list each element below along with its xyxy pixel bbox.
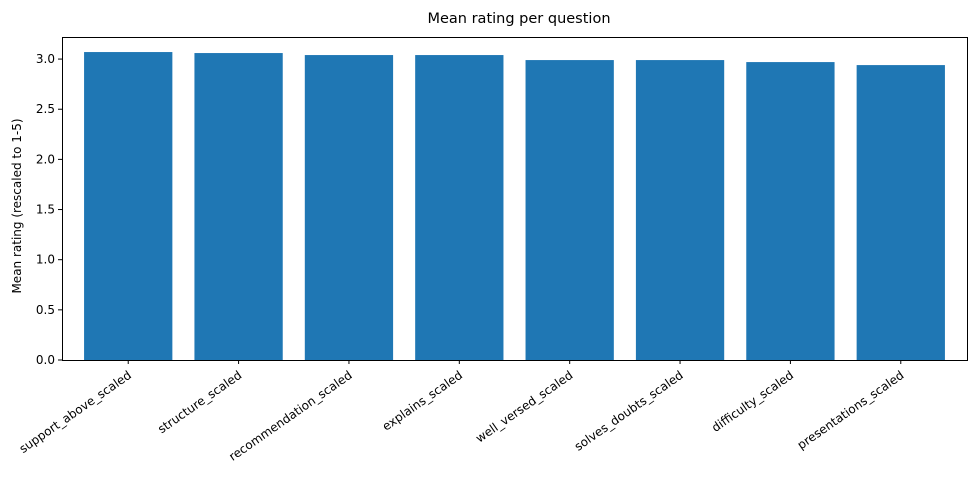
bar-solves_doubts_scaled bbox=[635, 60, 725, 360]
y-tick-label: 3.0 bbox=[36, 52, 55, 66]
x-tick-label: well_versed_scaled bbox=[473, 368, 575, 445]
y-axis-label: Mean rating (rescaled to 1-5) bbox=[10, 118, 24, 293]
x-tick-label: support_above_scaled bbox=[17, 368, 134, 456]
bar-difficulty_scaled bbox=[746, 62, 835, 361]
y-tick-label: 1.0 bbox=[36, 253, 55, 267]
y-axis-ticks: 0.0 0.5 1.0 1.5 2.0 2.5 3.0 bbox=[36, 52, 62, 367]
chart-title: Mean rating per question bbox=[427, 11, 610, 27]
x-tick-label: structure_scaled bbox=[155, 368, 244, 436]
bar-structure_scaled bbox=[194, 53, 283, 361]
x-tick-label: solves_doubts_scaled bbox=[572, 368, 686, 454]
bar-recommendation_scaled bbox=[304, 55, 394, 360]
bars-group bbox=[84, 52, 945, 361]
y-tick-label: 2.0 bbox=[36, 152, 55, 166]
y-tick-label: 0.5 bbox=[36, 303, 55, 317]
x-axis-ticks: support_above_scaled structure_scaledreco… bbox=[17, 360, 907, 464]
y-tick-label: 0.0 bbox=[36, 353, 55, 367]
x-tick-label: explains_scaled bbox=[380, 368, 465, 434]
bar-well_versed_scaled bbox=[525, 60, 614, 360]
y-tick-label: 1.5 bbox=[36, 203, 55, 217]
bar-support_above_scaled bbox=[84, 52, 173, 361]
bar-presentations_scaled bbox=[856, 65, 945, 360]
bar-explains_scaled bbox=[415, 55, 504, 360]
plot-frame bbox=[62, 37, 968, 361]
x-tick-label: recommendation_scaled bbox=[226, 368, 354, 464]
y-tick-label: 2.5 bbox=[36, 102, 55, 116]
x-tick-label: presentations_scaled bbox=[795, 368, 907, 452]
x-tick-label: difficulty_scaled bbox=[709, 368, 796, 435]
